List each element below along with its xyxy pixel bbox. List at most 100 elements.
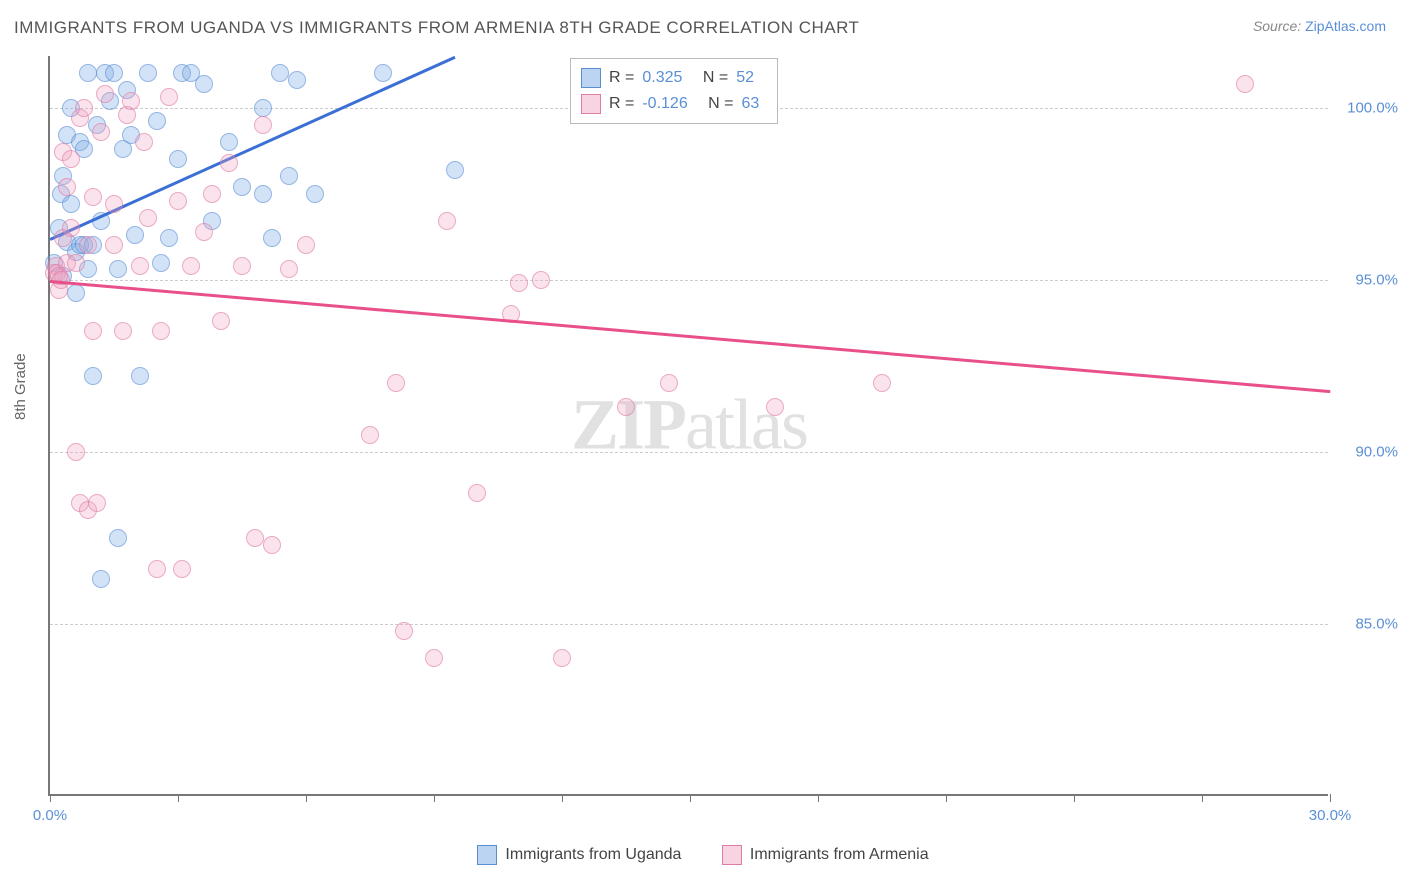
data-point (109, 260, 127, 278)
data-point (233, 178, 251, 196)
data-point (105, 236, 123, 254)
data-point (446, 161, 464, 179)
n-value: 63 (742, 91, 760, 117)
x-tick (1074, 794, 1075, 802)
data-point (873, 374, 891, 392)
legend-row: R = 0.325 N = 52 (581, 65, 759, 91)
y-tick-label: 85.0% (1355, 615, 1398, 632)
data-point (96, 85, 114, 103)
data-point (109, 529, 127, 547)
data-point (122, 92, 140, 110)
data-point (126, 226, 144, 244)
data-point (361, 426, 379, 444)
x-tick (946, 794, 947, 802)
data-point (139, 209, 157, 227)
x-tick-label: 0.0% (33, 807, 67, 824)
x-tick (690, 794, 691, 802)
data-point (92, 123, 110, 141)
y-tick-label: 95.0% (1355, 271, 1398, 288)
swatch-icon (722, 845, 742, 865)
data-point (532, 271, 550, 289)
chart-title: IMMIGRANTS FROM UGANDA VS IMMIGRANTS FRO… (14, 18, 859, 38)
data-point (148, 112, 166, 130)
data-point (438, 212, 456, 230)
data-point (220, 133, 238, 151)
data-point (182, 257, 200, 275)
x-tick (306, 794, 307, 802)
x-tick (818, 794, 819, 802)
data-point (75, 99, 93, 117)
data-point (152, 322, 170, 340)
data-point (79, 64, 97, 82)
data-point (263, 536, 281, 554)
watermark: ZIPatlas (571, 384, 807, 467)
data-point (220, 154, 238, 172)
swatch-icon (477, 845, 497, 865)
data-point (84, 322, 102, 340)
r-value: 0.325 (642, 65, 682, 91)
data-point (766, 398, 784, 416)
x-tick (1330, 794, 1331, 802)
data-point (62, 219, 80, 237)
data-point (195, 223, 213, 241)
data-point (67, 254, 85, 272)
data-point (510, 274, 528, 292)
x-tick (1202, 794, 1203, 802)
legend-label: Immigrants from Armenia (750, 846, 929, 864)
data-point (660, 374, 678, 392)
data-point (288, 71, 306, 89)
data-point (203, 185, 221, 203)
x-tick (434, 794, 435, 802)
data-point (114, 322, 132, 340)
n-label: N = (708, 91, 733, 117)
data-point (263, 229, 281, 247)
source-attribution: Source: ZipAtlas.com (1253, 18, 1386, 34)
x-tick (50, 794, 51, 802)
data-point (160, 229, 178, 247)
data-point (553, 649, 571, 667)
series-legend: Immigrants from Uganda Immigrants from A… (0, 845, 1406, 870)
source-prefix: Source: (1253, 18, 1305, 34)
source-link[interactable]: ZipAtlas.com (1305, 18, 1386, 34)
data-point (105, 195, 123, 213)
x-tick (562, 794, 563, 802)
legend-item: Immigrants from Uganda (477, 845, 681, 865)
gridline (50, 280, 1328, 281)
data-point (135, 133, 153, 151)
data-point (271, 64, 289, 82)
data-point (212, 312, 230, 330)
data-point (1236, 75, 1254, 93)
x-tick-label: 30.0% (1309, 807, 1352, 824)
swatch-icon (581, 68, 601, 88)
data-point (62, 195, 80, 213)
data-point (387, 374, 405, 392)
legend-row: R = -0.126 N = 63 (581, 91, 759, 117)
data-point (395, 622, 413, 640)
data-point (374, 64, 392, 82)
trendline (50, 280, 1330, 393)
data-point (280, 167, 298, 185)
data-point (169, 150, 187, 168)
data-point (67, 443, 85, 461)
data-point (169, 192, 187, 210)
data-point (254, 116, 272, 134)
data-point (152, 254, 170, 272)
data-point (617, 398, 635, 416)
data-point (280, 260, 298, 278)
scatter-chart: ZIPatlas 85.0%90.0%95.0%100.0%0.0%30.0% (48, 56, 1328, 796)
data-point (233, 257, 251, 275)
data-point (173, 560, 191, 578)
data-point (58, 178, 76, 196)
data-point (67, 284, 85, 302)
data-point (254, 185, 272, 203)
data-point (246, 529, 264, 547)
data-point (425, 649, 443, 667)
data-point (131, 367, 149, 385)
correlation-legend: R = 0.325 N = 52 R = -0.126 N = 63 (570, 58, 778, 124)
y-tick-label: 100.0% (1347, 99, 1398, 116)
n-value: 52 (736, 65, 754, 91)
data-point (297, 236, 315, 254)
data-point (92, 570, 110, 588)
r-label: R = (609, 65, 634, 91)
y-axis-label: 8th Grade (12, 353, 29, 420)
